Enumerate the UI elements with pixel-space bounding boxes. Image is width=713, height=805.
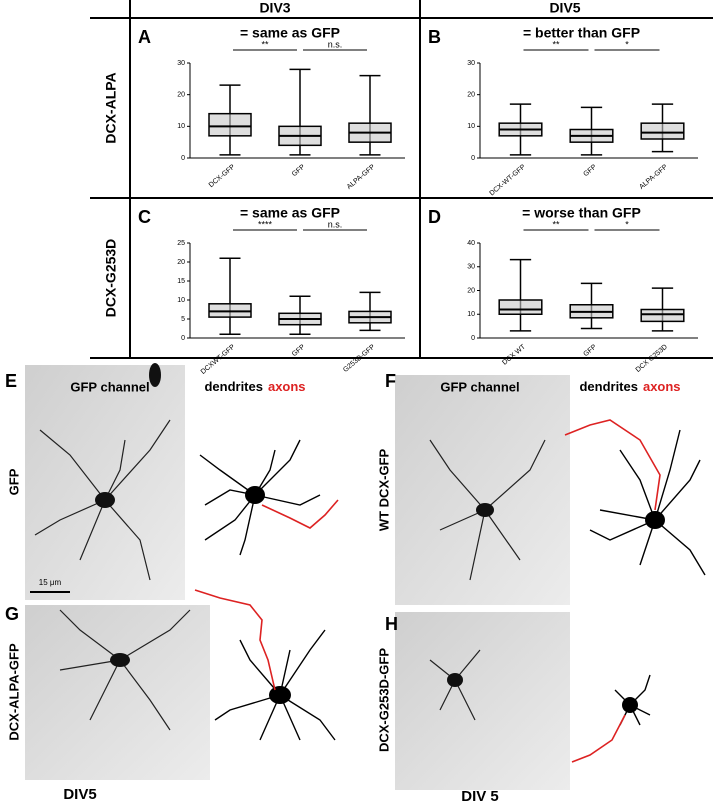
significance-label: * — [625, 39, 629, 49]
panel-title: = worse than GFP — [522, 205, 641, 221]
column-header: DIV3 — [259, 0, 290, 16]
category-label: DCX-WT-GFP — [489, 163, 528, 197]
channel-label: GFP channel — [440, 379, 519, 394]
y-tick-label: 10 — [177, 297, 185, 304]
significance-label: ** — [261, 39, 269, 49]
y-tick-label: 30 — [177, 60, 185, 67]
footer-label: DIV 5 — [461, 788, 499, 805]
y-tick-label: 40 — [467, 240, 475, 247]
y-tick-label: 0 — [181, 335, 185, 342]
row-header: DCX-ALPA — [103, 72, 119, 143]
category-label: DCX-GFP — [208, 163, 237, 189]
channel-label: GFP channel — [70, 379, 149, 394]
y-tick-label: 20 — [467, 287, 475, 294]
y-tick-label: 30 — [467, 264, 475, 271]
significance-label: n.s. — [328, 219, 343, 229]
trace-soma — [245, 486, 665, 713]
axon-traces — [194, 419, 661, 763]
panel-letter: D — [428, 207, 441, 227]
y-tick-label: 10 — [177, 123, 185, 130]
row-label: DCX-G253D-GFP — [376, 648, 391, 752]
y-tick-label: 0 — [181, 155, 185, 162]
y-tick-label: 20 — [177, 92, 185, 99]
y-tick-label: 0 — [471, 155, 475, 162]
category-label: DCX WT — [501, 343, 527, 367]
panel-title: = same as GFP — [240, 25, 340, 41]
panel-letter: G — [5, 604, 19, 624]
micrograph — [25, 365, 185, 600]
y-tick-label: 20 — [177, 259, 185, 266]
row-label: WT DCX-GFP — [376, 449, 391, 532]
category-label: ALPA-GFP — [346, 163, 377, 190]
dendrites-label: dendrites — [579, 379, 638, 394]
panel-letter: B — [428, 27, 441, 47]
y-tick-label: 10 — [467, 123, 475, 130]
y-tick-label: 30 — [467, 60, 475, 67]
panel-title: = same as GFP — [240, 205, 340, 221]
panel-letter: F — [385, 371, 396, 391]
axons-label: axons — [268, 379, 306, 394]
soma — [95, 363, 494, 687]
micrograph — [25, 605, 210, 780]
micrograph — [395, 612, 570, 790]
y-tick-label: 15 — [177, 278, 185, 285]
category-label: ALPA-GFP — [638, 163, 669, 190]
significance-label: n.s. — [328, 39, 343, 49]
y-tick-label: 0 — [471, 335, 475, 342]
panel-letter: A — [138, 27, 151, 47]
trace-legend: dendrites axons — [204, 379, 305, 394]
column-header: DIV5 — [549, 0, 580, 16]
category-label: GFP — [582, 343, 598, 358]
trace-legend: dendrites axons — [579, 379, 680, 394]
y-tick-label: 25 — [177, 240, 185, 247]
dendrite-traces — [199, 429, 706, 741]
y-tick-label: 5 — [181, 316, 185, 323]
row-label: DCX-ALPA-GFP — [6, 643, 21, 741]
significance-label: ** — [552, 39, 560, 49]
micrograph — [395, 375, 570, 605]
box — [640, 122, 685, 140]
category-label: GFP — [582, 163, 598, 178]
panel-letter: H — [385, 614, 398, 634]
box — [208, 112, 252, 137]
significance-label: * — [625, 219, 629, 229]
category-label: DCXWT-GFP — [200, 343, 237, 376]
y-tick-label: 10 — [467, 311, 475, 318]
box — [640, 308, 685, 323]
y-tick-label: 20 — [467, 92, 475, 99]
significance-label: **** — [258, 219, 273, 229]
box — [498, 299, 543, 315]
neuron-images — [34, 419, 546, 731]
panel-letter: C — [138, 207, 151, 227]
row-label: GFP — [6, 468, 21, 495]
dendrites-label: dendrites — [204, 379, 263, 394]
panel-letter: E — [5, 371, 17, 391]
footer-label: DIV5 — [63, 786, 96, 803]
significance-label: ** — [552, 219, 560, 229]
category-label: GFP — [291, 163, 307, 178]
panel-title: = better than GFP — [523, 25, 640, 41]
grid-frame — [90, 0, 713, 359]
row-header: DCX-G253D — [103, 239, 119, 318]
category-label: GFP — [291, 343, 307, 358]
scale-bar-label: 15 μm — [39, 578, 62, 587]
axons-label: axons — [643, 379, 681, 394]
